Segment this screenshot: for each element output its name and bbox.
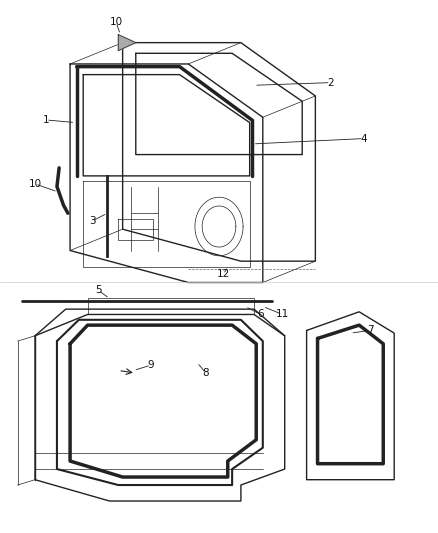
Text: 3: 3 (88, 216, 95, 226)
Polygon shape (118, 35, 136, 51)
Text: 9: 9 (148, 360, 155, 370)
Text: 4: 4 (360, 134, 367, 143)
Text: 1: 1 (42, 115, 49, 125)
Text: 7: 7 (367, 326, 374, 335)
Text: 8: 8 (202, 368, 209, 378)
Text: 10: 10 (28, 179, 42, 189)
Text: 6: 6 (257, 310, 264, 319)
Text: 11: 11 (276, 310, 289, 319)
Text: 5: 5 (95, 286, 102, 295)
Text: 12: 12 (217, 270, 230, 279)
Text: 10: 10 (110, 18, 123, 27)
Text: 2: 2 (327, 78, 334, 87)
